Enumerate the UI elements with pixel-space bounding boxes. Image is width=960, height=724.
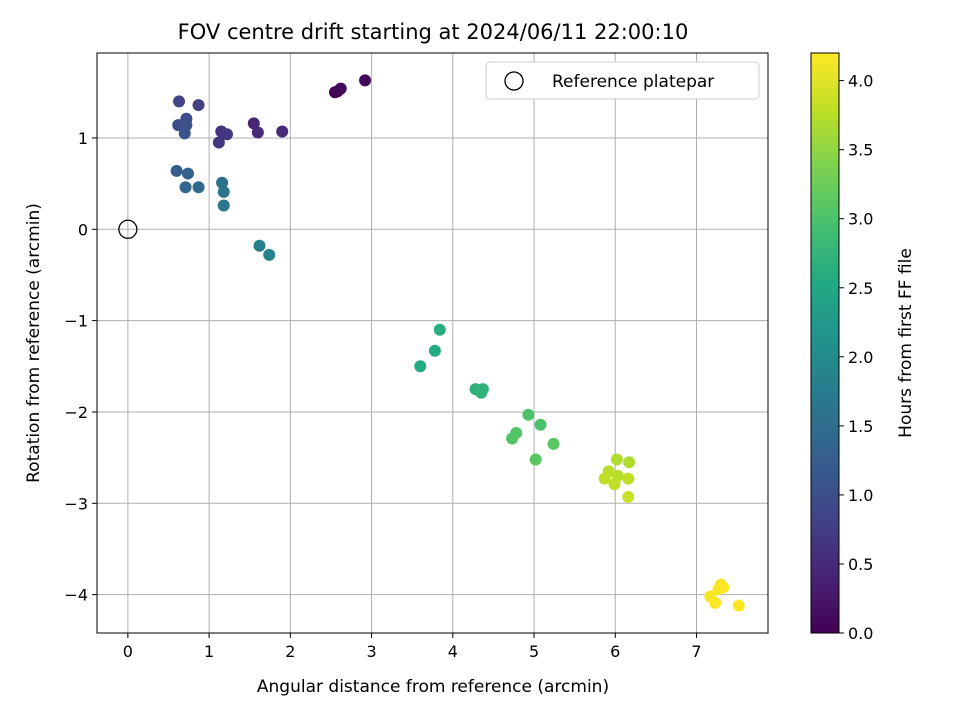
y-tick-label: −1 [64,312,88,331]
colorbar-frame [810,52,840,634]
scatter-point [359,74,372,87]
x-axis-label: Angular distance from reference (arcmin) [257,677,609,697]
scatter-point [608,478,621,491]
chart-title: FOV centre drift starting at 2024/06/11 … [178,20,689,44]
scatter-point [334,82,347,95]
x-tick-label: 3 [366,642,376,661]
reference-platepar-marker [118,219,138,239]
scatter-point [598,472,611,485]
legend: Reference platepar [485,61,760,100]
colorbar-tick-label: 0.5 [848,555,873,574]
x-tick-label: 2 [285,642,295,661]
colorbar-tick-label: 1.5 [848,417,873,436]
legend-label: Reference platepar [552,72,714,92]
x-axis-ticks: 0 1 2 3 4 5 6 7 [123,633,702,661]
y-tick-label: −4 [64,586,88,605]
scatter-point [610,453,623,466]
scatter-point [414,360,427,373]
plot-frame [96,52,769,634]
colorbar-tick-label: 4.0 [848,72,873,91]
scatter-point [251,126,264,139]
scatter-point [622,472,635,485]
legend-box [485,61,760,100]
colorbar: 0.0 0.5 1.0 1.5 2.0 2.5 3.0 3.5 4.0 Hours from f… [810,52,916,643]
scatter-point [253,239,266,252]
scatter-point [247,117,260,130]
scatter-point [622,490,635,503]
grid-lines [97,53,768,633]
scatter-point [217,185,230,198]
scatter-point [216,176,229,189]
colorbar-gradient [811,53,839,633]
scatter-point [522,408,535,421]
scatter-point [623,456,636,469]
scatter-point [181,167,194,180]
colorbar-label: Hours from first FF file [896,248,916,438]
x-tick-label: 0 [123,642,133,661]
colorbar-ticks: 0.0 0.5 1.0 1.5 2.0 2.5 3.0 3.5 4.0 [839,72,873,643]
y-tick-label: −3 [64,494,88,513]
scatter-point [709,596,722,609]
scatter-point [192,181,205,194]
scatter-point [506,432,519,445]
colorbar-tick-label: 2.0 [848,348,873,367]
scatter-point [476,383,489,396]
x-tick-label: 6 [610,642,620,661]
y-axis-label: Rotation from reference (arcmin) [24,203,44,483]
scatter-point [534,418,547,431]
x-tick-label: 5 [529,642,539,661]
scatter-point [732,599,745,612]
y-tick-label: −2 [64,403,88,422]
x-tick-label: 7 [691,642,701,661]
y-tick-label: 1 [78,129,88,148]
scatter-point [192,99,205,112]
scatter-point [178,127,191,140]
y-tick-label: 0 [78,220,88,239]
colorbar-tick-label: 3.0 [848,210,873,229]
x-tick-label: 4 [448,642,458,661]
scatter-point [547,437,560,450]
scatter-point [179,181,192,194]
scatter-point [217,199,230,212]
plot-background [97,53,768,633]
scatter-point [212,136,225,149]
colorbar-tick-label: 1.0 [848,486,873,505]
scatter-point [263,248,276,261]
scatter-point [276,125,289,138]
colorbar-tick-label: 0.0 [848,624,873,643]
x-tick-label: 1 [204,642,214,661]
scatter-point [529,453,542,466]
y-axis-ticks: −4 −3 −2 −1 0 1 [64,129,97,605]
scatter-point [717,581,730,594]
scatter-point [173,95,186,108]
scatter-points [118,74,745,612]
colorbar-tick-label: 3.5 [848,141,873,160]
scatter-point [433,323,446,336]
scatter-point [170,164,183,177]
plot-area [96,52,769,634]
legend-marker-icon [504,71,524,91]
colorbar-tick-label: 2.5 [848,279,873,298]
scatter-point [428,344,441,357]
scatter-point [220,128,233,141]
